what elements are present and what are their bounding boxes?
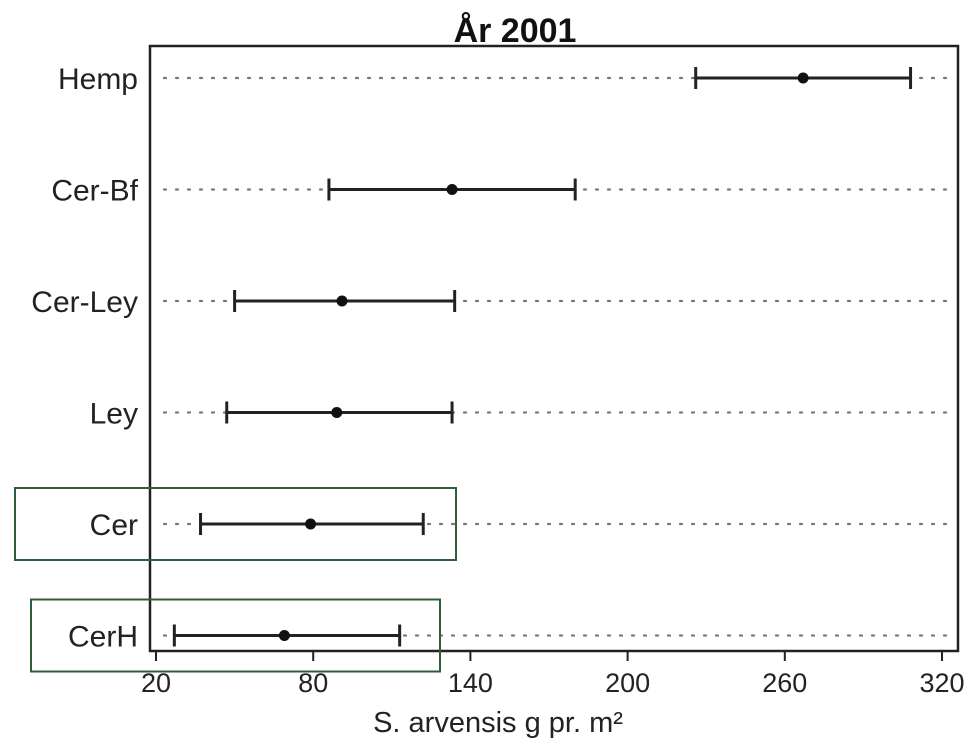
plot-frame — [148, 44, 960, 653]
x-axis-ticks: 20 80 140 200 260 320 — [141, 651, 965, 698]
x-tick-label: 140 — [448, 668, 493, 698]
grid-layer — [162, 76, 952, 637]
error-bar-ley — [225, 401, 454, 424]
x-tick-label: 200 — [605, 668, 650, 698]
error-bar-cer — [199, 513, 425, 535]
mean-point — [446, 184, 458, 195]
category-label: Cer — [90, 509, 138, 542]
mean-point — [331, 407, 343, 418]
marks-layer — [172, 67, 913, 647]
category-label: Cer-Bf — [51, 175, 138, 208]
highlight-box-cer — [14, 487, 457, 561]
category-label: Hemp — [58, 63, 138, 96]
category-label: Cer-Ley — [31, 286, 138, 319]
highlight-boxes — [14, 487, 457, 673]
mean-point — [305, 518, 317, 530]
error-bar-cer-ley — [233, 290, 457, 312]
mean-point — [336, 295, 348, 307]
chart-title: År 2001 — [454, 12, 577, 50]
x-axis-label: S. arvensis g pr. m² — [373, 707, 623, 739]
highlight-box-cerh — [30, 598, 441, 673]
x-tick-label: 80 — [298, 668, 328, 698]
category-label: CerH — [68, 621, 138, 654]
error-bar-cerh — [172, 624, 402, 647]
x-tick-label: 320 — [919, 668, 964, 698]
x-tick-label: 260 — [762, 668, 807, 698]
category-labels: Hemp Cer-Bf Cer-Ley Ley Cer CerH — [31, 63, 138, 654]
category-label: Ley — [90, 398, 138, 431]
error-bar-cer-bf — [327, 178, 577, 201]
mean-point — [797, 72, 809, 84]
x-tick-label: 20 — [141, 668, 171, 698]
mean-point — [278, 630, 290, 641]
error-bar-hemp — [694, 67, 913, 89]
